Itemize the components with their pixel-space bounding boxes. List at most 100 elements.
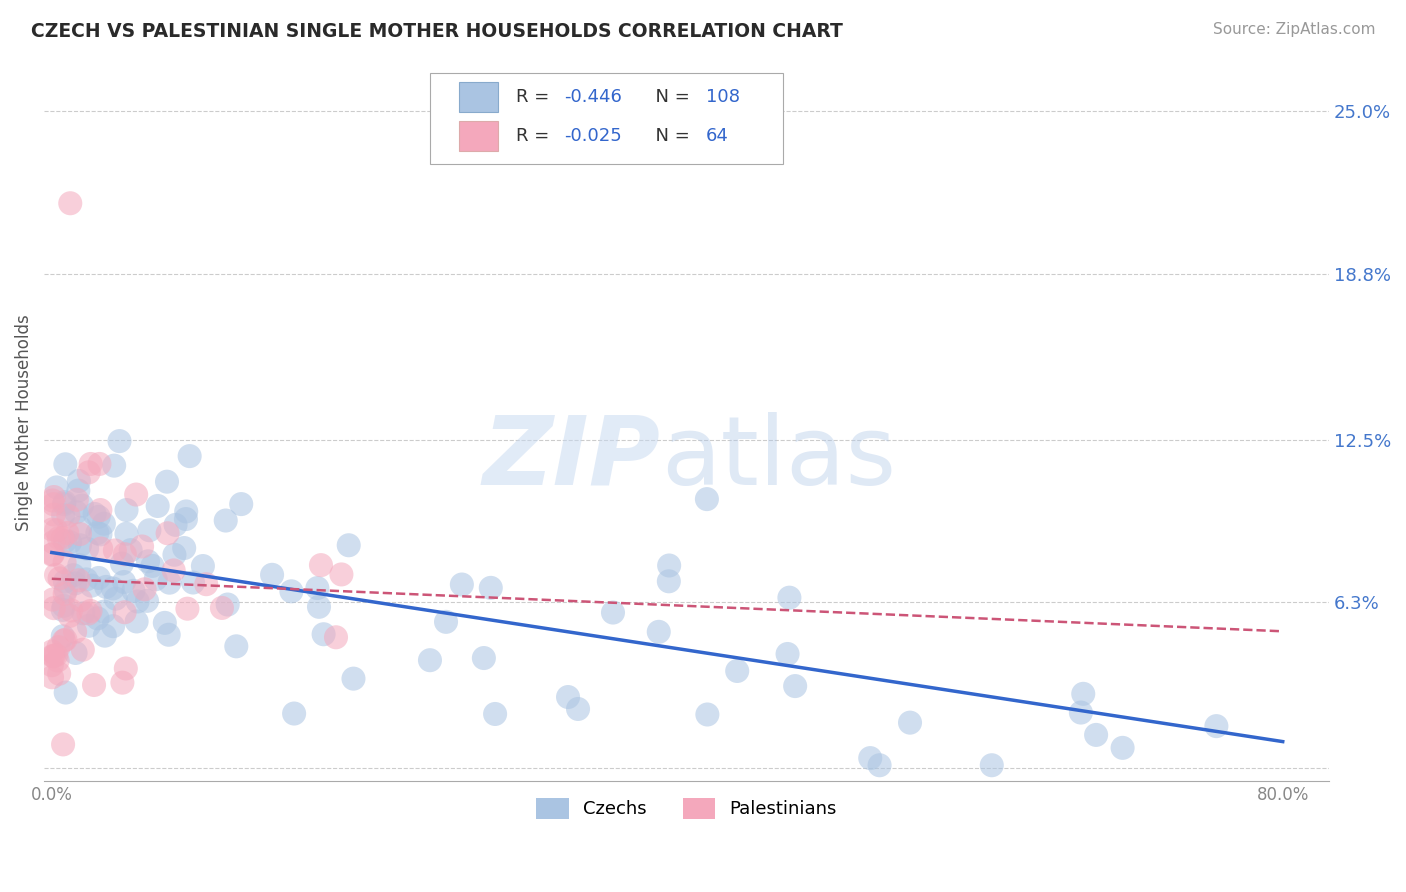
Point <box>93 516 115 531</box>
Point <box>52 738 75 752</box>
Point <box>42 649 65 664</box>
Point <box>60 603 83 617</box>
Point <box>42 601 65 615</box>
Point <box>898 715 921 730</box>
Point <box>42 547 65 561</box>
Point <box>122 583 145 598</box>
Point <box>120 543 142 558</box>
Point <box>778 591 800 605</box>
Point <box>104 591 127 606</box>
Point <box>93 605 115 619</box>
Text: 108: 108 <box>706 87 740 106</box>
Point <box>41 658 63 673</box>
Point <box>67 483 90 498</box>
Point <box>484 706 506 721</box>
Point <box>83 507 105 521</box>
Point <box>104 543 127 558</box>
Point <box>658 558 681 573</box>
Point <box>53 534 76 549</box>
Point <box>56 526 79 541</box>
Point <box>90 541 112 556</box>
Point <box>42 508 65 522</box>
Point <box>67 474 90 488</box>
Point <box>63 624 86 639</box>
Point <box>1085 728 1108 742</box>
Point <box>163 548 186 562</box>
Point <box>45 523 67 537</box>
Point <box>67 574 90 588</box>
Point <box>53 497 76 511</box>
Point <box>41 648 63 663</box>
Point <box>159 575 181 590</box>
Point <box>42 490 65 504</box>
Point <box>42 535 65 549</box>
Point <box>45 567 67 582</box>
Point <box>48 531 70 545</box>
FancyBboxPatch shape <box>460 82 498 112</box>
Point <box>59 609 82 624</box>
Point <box>79 457 101 471</box>
Point <box>53 495 76 509</box>
Point <box>141 558 163 573</box>
Point <box>312 627 335 641</box>
Point <box>89 527 111 541</box>
Point <box>696 707 718 722</box>
Text: N =: N = <box>644 127 696 145</box>
Point <box>83 678 105 692</box>
Point <box>869 758 891 772</box>
Point <box>86 526 108 541</box>
Point <box>136 594 159 608</box>
Point <box>55 583 77 598</box>
Point <box>69 593 91 607</box>
Point <box>48 571 70 585</box>
Point <box>69 527 91 541</box>
Point <box>52 603 75 617</box>
Point <box>557 690 579 704</box>
Point <box>173 541 195 555</box>
Point <box>70 499 93 513</box>
Point <box>87 509 110 524</box>
Point <box>153 615 176 630</box>
Point <box>136 554 159 568</box>
Point <box>58 508 80 523</box>
Point <box>1071 687 1094 701</box>
Text: R =: R = <box>516 87 554 106</box>
Point <box>114 547 136 561</box>
Point <box>342 672 364 686</box>
Point <box>174 504 197 518</box>
Point <box>72 607 94 621</box>
Text: CZECH VS PALESTINIAN SINGLE MOTHER HOUSEHOLDS CORRELATION CHART: CZECH VS PALESTINIAN SINGLE MOTHER HOUSE… <box>31 22 842 41</box>
Point <box>138 523 160 537</box>
Point <box>215 514 238 528</box>
Point <box>41 548 63 562</box>
Point <box>67 558 90 573</box>
Point <box>658 574 681 589</box>
Text: 64: 64 <box>706 127 728 145</box>
Point <box>330 567 353 582</box>
Text: -0.446: -0.446 <box>564 87 623 106</box>
Point <box>195 577 218 591</box>
Point <box>725 664 748 678</box>
FancyBboxPatch shape <box>430 72 783 164</box>
Point <box>262 567 284 582</box>
Point <box>283 706 305 721</box>
Point <box>48 666 70 681</box>
Y-axis label: Single Mother Households: Single Mother Households <box>15 314 32 531</box>
FancyBboxPatch shape <box>460 120 498 151</box>
Point <box>103 458 125 473</box>
Point <box>41 523 63 537</box>
Point <box>115 526 138 541</box>
Point <box>94 629 117 643</box>
Point <box>114 605 136 619</box>
Point <box>63 576 86 591</box>
Point <box>89 503 111 517</box>
Point <box>181 575 204 590</box>
Point <box>96 580 118 594</box>
Point <box>66 492 89 507</box>
Point <box>776 647 799 661</box>
Point <box>785 679 807 693</box>
Point <box>77 607 100 621</box>
Point <box>69 521 91 535</box>
Point <box>53 458 76 472</box>
Text: N =: N = <box>644 87 696 106</box>
